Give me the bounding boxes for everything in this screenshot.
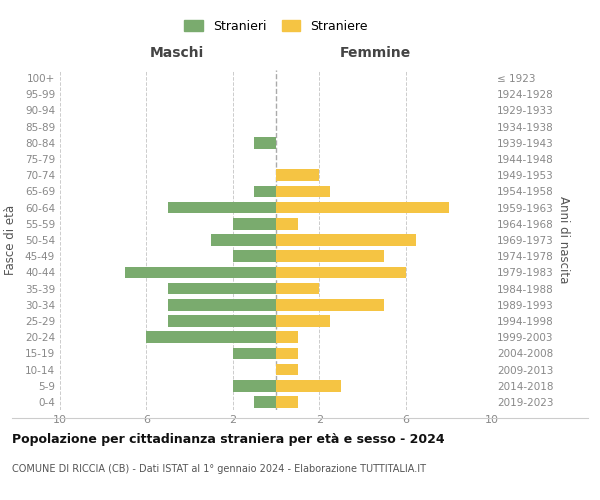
Bar <box>276 282 319 294</box>
Bar <box>254 396 276 407</box>
Bar <box>168 315 276 327</box>
Bar <box>276 186 330 198</box>
Bar <box>168 202 276 213</box>
Bar <box>276 170 319 181</box>
Text: Maschi: Maschi <box>149 46 204 60</box>
Y-axis label: Fasce di età: Fasce di età <box>4 205 17 275</box>
Bar <box>276 348 298 359</box>
Bar <box>211 234 276 246</box>
Bar <box>276 234 416 246</box>
Text: Popolazione per cittadinanza straniera per età e sesso - 2024: Popolazione per cittadinanza straniera p… <box>12 432 445 446</box>
Bar <box>254 186 276 198</box>
Bar <box>233 348 276 359</box>
Text: COMUNE DI RICCIA (CB) - Dati ISTAT al 1° gennaio 2024 - Elaborazione TUTTITALIA.: COMUNE DI RICCIA (CB) - Dati ISTAT al 1°… <box>12 464 426 474</box>
Bar <box>276 266 406 278</box>
Bar <box>254 137 276 148</box>
Bar <box>276 299 384 310</box>
Bar <box>276 202 449 213</box>
Bar <box>168 282 276 294</box>
Bar <box>233 380 276 392</box>
Y-axis label: Anni di nascita: Anni di nascita <box>557 196 570 284</box>
Bar <box>168 299 276 310</box>
Bar <box>276 396 298 407</box>
Legend: Stranieri, Straniere: Stranieri, Straniere <box>181 16 371 37</box>
Bar <box>146 332 276 343</box>
Bar <box>276 250 384 262</box>
Bar <box>233 250 276 262</box>
Text: Femmine: Femmine <box>340 46 411 60</box>
Bar <box>276 364 298 376</box>
Bar <box>125 266 276 278</box>
Bar <box>233 218 276 230</box>
Bar <box>276 218 298 230</box>
Bar <box>276 332 298 343</box>
Bar <box>276 380 341 392</box>
Bar <box>276 315 330 327</box>
